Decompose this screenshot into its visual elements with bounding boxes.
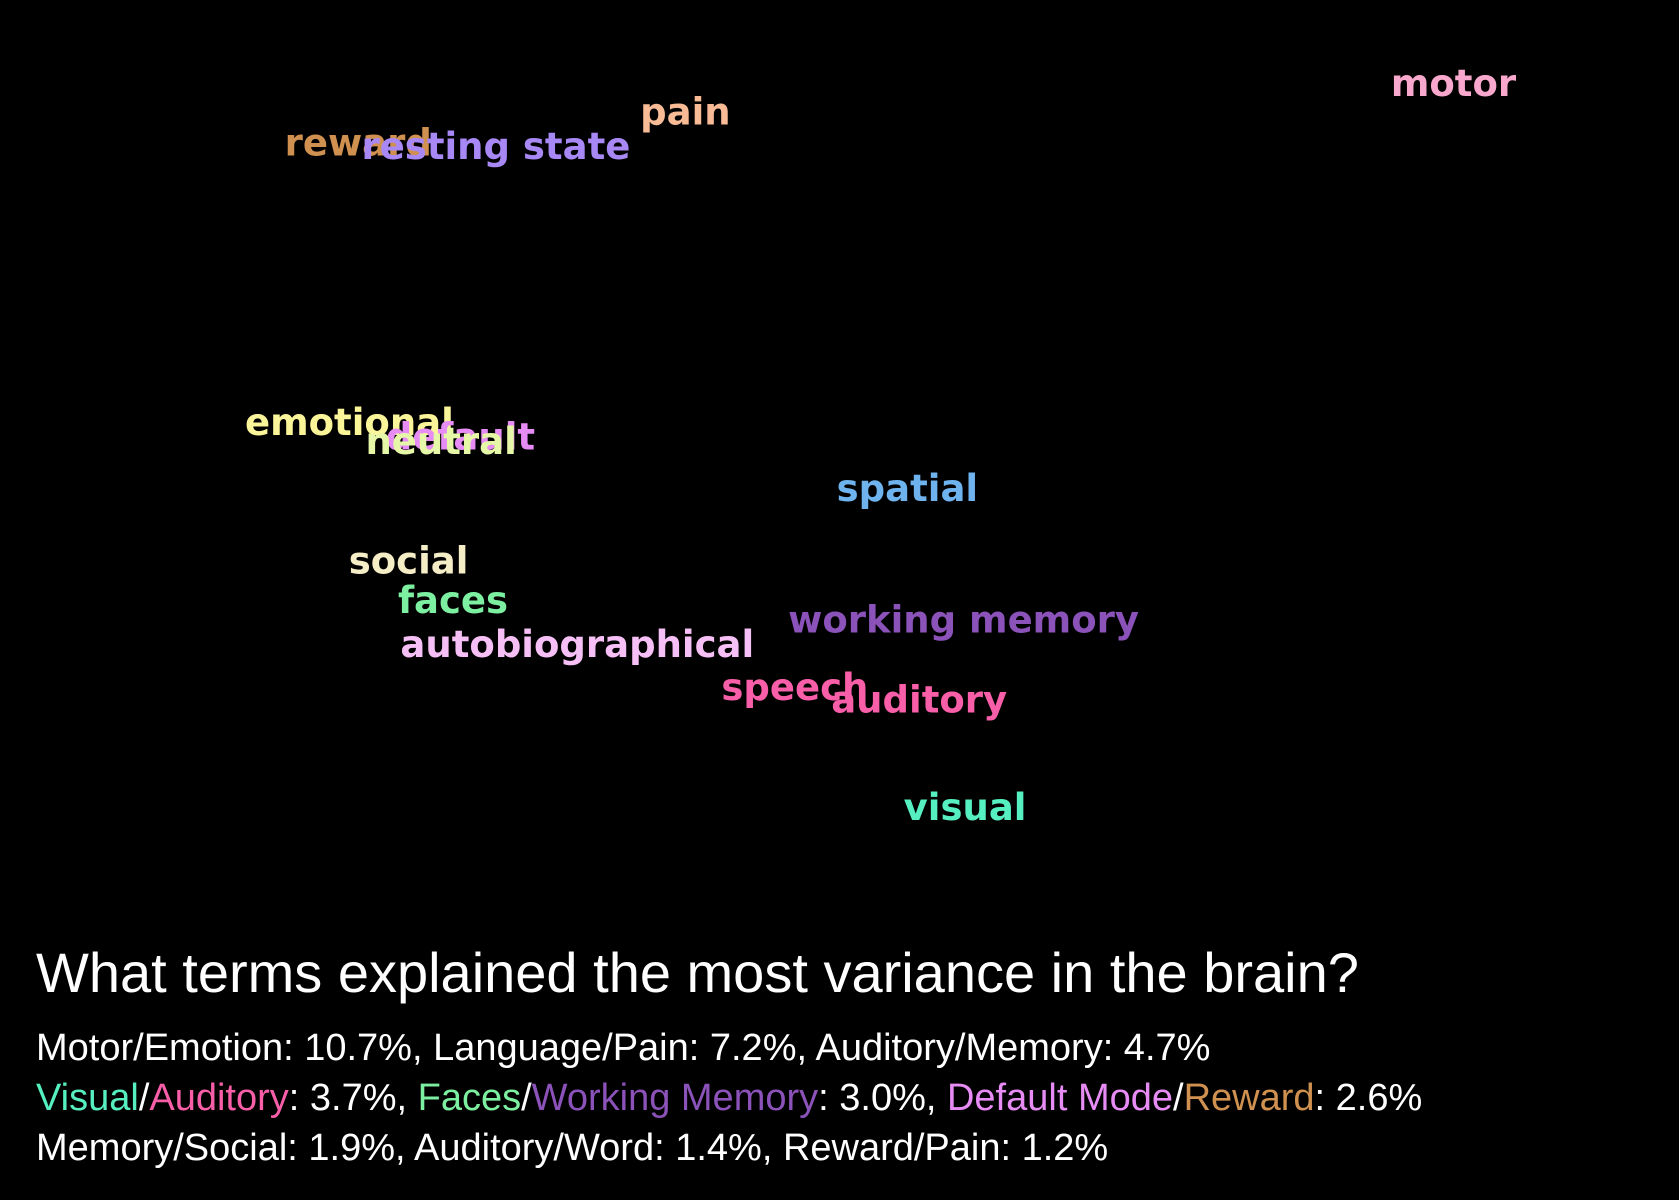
caption-segment: Default Mode bbox=[946, 1077, 1173, 1119]
term-label-speech: speech bbox=[721, 666, 868, 709]
term-label-default: default bbox=[386, 416, 535, 459]
caption: What terms explained the most variance i… bbox=[36, 945, 1666, 1173]
caption-segment: Faces bbox=[417, 1077, 522, 1119]
term-label-auditory: auditory bbox=[831, 679, 1007, 722]
term-label-visual: visual bbox=[904, 786, 1027, 829]
term-label-neutral: neutral bbox=[365, 420, 516, 463]
caption-line-2: Visual/Auditory: 3.7%, Faces/Working Mem… bbox=[36, 1073, 1666, 1123]
caption-title: What terms explained the most variance i… bbox=[36, 941, 1359, 1004]
caption-segment: Motor/Emotion: 10.7%, Language/Pain: 7.2… bbox=[36, 1027, 1211, 1069]
term-label-working-memory: working memory bbox=[788, 599, 1139, 642]
term-label-reward: reward bbox=[285, 121, 432, 164]
caption-segment: Reward bbox=[1183, 1077, 1315, 1119]
caption-line-3: Memory/Social: 1.9%, Auditory/Word: 1.4%… bbox=[36, 1123, 1666, 1173]
caption-segment: : 3.7%, bbox=[288, 1077, 418, 1119]
caption-segment: Visual bbox=[36, 1077, 139, 1119]
term-label-emotional: emotional bbox=[245, 401, 454, 444]
term-label-resting-state: resting state bbox=[361, 125, 630, 168]
caption-lines: Motor/Emotion: 10.7%, Language/Pain: 7.2… bbox=[36, 1023, 1666, 1173]
caption-segment: Auditory bbox=[149, 1077, 289, 1119]
term-label-autobiographical: autobiographical bbox=[400, 623, 754, 666]
caption-segment: / bbox=[138, 1077, 150, 1119]
caption-segment: : 2.6% bbox=[1314, 1077, 1423, 1119]
caption-segment: / bbox=[521, 1077, 532, 1119]
caption-line-1: Motor/Emotion: 10.7%, Language/Pain: 7.2… bbox=[36, 1023, 1666, 1073]
caption-segment: Working Memory bbox=[531, 1077, 819, 1119]
term-label-spatial: spatial bbox=[837, 467, 979, 510]
caption-segment: / bbox=[1173, 1077, 1184, 1119]
term-label-motor: motor bbox=[1391, 62, 1517, 105]
caption-segment: : 3.0%, bbox=[818, 1077, 947, 1119]
term-label-pain: pain bbox=[640, 90, 730, 133]
term-label-faces: faces bbox=[398, 579, 508, 622]
term-label-social: social bbox=[349, 539, 469, 582]
caption-segment: Memory/Social: 1.9%, Auditory/Word: 1.4%… bbox=[36, 1127, 1109, 1169]
